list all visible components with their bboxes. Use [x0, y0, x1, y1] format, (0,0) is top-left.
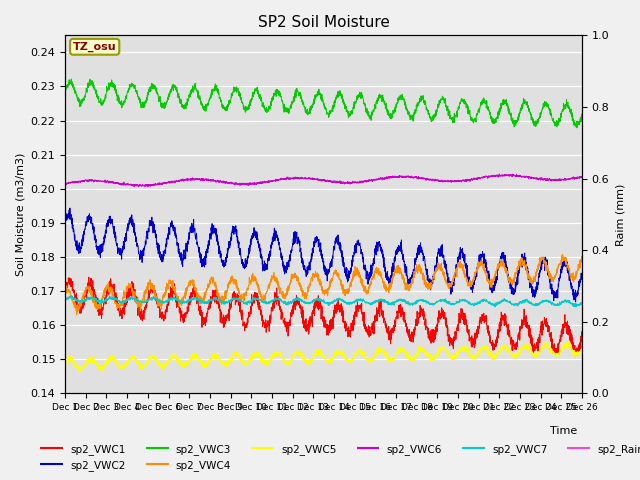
sp2_Rain [474, 391, 482, 396]
sp2_Rain [132, 391, 140, 396]
sp2_VWC6 [401, 174, 409, 180]
sp2_Rain [401, 391, 408, 396]
sp2_VWC7 [61, 297, 69, 302]
sp2_VWC6 [176, 179, 184, 184]
sp2_VWC2 [572, 299, 579, 305]
sp2_VWC4 [474, 266, 482, 272]
sp2_VWC7 [401, 298, 409, 304]
sp2_VWC5 [474, 349, 482, 355]
sp2_VWC3 [578, 113, 586, 119]
sp2_VWC1 [90, 287, 98, 292]
sp2_VWC3 [463, 102, 471, 108]
sp2_VWC5 [565, 339, 573, 345]
sp2_VWC2 [578, 275, 586, 281]
sp2_VWC2 [132, 234, 140, 240]
sp2_VWC5 [132, 356, 140, 362]
sp2_VWC4 [132, 300, 140, 306]
sp2_VWC2 [463, 271, 471, 276]
sp2_Rain [175, 391, 183, 396]
sp2_VWC7 [176, 297, 184, 303]
sp2_VWC2 [90, 237, 98, 242]
sp2_VWC3 [67, 76, 75, 82]
sp2_Rain [90, 391, 98, 396]
sp2_VWC3 [132, 88, 140, 94]
sp2_VWC6 [90, 178, 98, 183]
sp2_VWC5 [401, 350, 409, 356]
sp2_VWC5 [76, 369, 83, 374]
sp2_VWC1 [578, 337, 586, 343]
Line: sp2_VWC7: sp2_VWC7 [65, 296, 582, 307]
sp2_VWC2 [66, 205, 74, 211]
sp2_VWC5 [463, 346, 471, 352]
sp2_VWC2 [401, 265, 409, 271]
sp2_VWC1 [571, 353, 579, 359]
sp2_VWC3 [573, 125, 580, 131]
sp2_VWC3 [176, 96, 184, 102]
sp2_VWC1 [85, 274, 93, 280]
sp2_VWC1 [474, 327, 482, 333]
sp2_VWC6 [131, 184, 138, 190]
Title: SP2 Soil Moisture: SP2 Soil Moisture [258, 15, 390, 30]
sp2_VWC7 [106, 293, 114, 299]
sp2_VWC7 [474, 299, 482, 305]
Legend: sp2_VWC1, sp2_VWC2, sp2_VWC3, sp2_VWC4, sp2_VWC5, sp2_VWC6, sp2_VWC7, sp2_Rain: sp2_VWC1, sp2_VWC2, sp2_VWC3, sp2_VWC4, … [37, 439, 640, 475]
Line: sp2_VWC1: sp2_VWC1 [65, 277, 582, 356]
sp2_VWC6 [578, 174, 586, 180]
Text: TZ_osu: TZ_osu [73, 42, 116, 52]
sp2_VWC3 [90, 87, 98, 93]
Line: sp2_VWC5: sp2_VWC5 [65, 342, 582, 372]
Line: sp2_VWC3: sp2_VWC3 [65, 79, 582, 128]
sp2_VWC6 [463, 178, 471, 183]
sp2_VWC4 [578, 260, 586, 265]
sp2_VWC1 [132, 295, 140, 301]
sp2_VWC6 [474, 175, 482, 180]
sp2_VWC3 [61, 88, 69, 94]
sp2_VWC2 [61, 221, 69, 227]
sp2_VWC2 [176, 250, 184, 256]
sp2_VWC7 [492, 304, 499, 310]
sp2_VWC4 [463, 280, 471, 286]
sp2_VWC1 [463, 329, 471, 335]
sp2_VWC1 [176, 305, 184, 311]
sp2_VWC7 [132, 297, 140, 303]
sp2_VWC3 [474, 107, 482, 113]
Y-axis label: Soil Moisture (m3/m3): Soil Moisture (m3/m3) [15, 153, 25, 276]
sp2_VWC4 [61, 290, 69, 296]
sp2_VWC4 [90, 298, 98, 304]
Y-axis label: Raim (mm): Raim (mm) [615, 183, 625, 246]
sp2_VWC3 [401, 102, 409, 108]
sp2_VWC5 [61, 361, 69, 367]
sp2_VWC5 [176, 361, 184, 367]
sp2_VWC4 [559, 252, 566, 257]
sp2_VWC4 [176, 302, 184, 308]
sp2_VWC7 [463, 298, 471, 304]
sp2_Rain [61, 391, 69, 396]
sp2_VWC6 [495, 171, 503, 177]
sp2_VWC4 [73, 312, 81, 318]
sp2_VWC6 [61, 182, 69, 188]
sp2_VWC1 [401, 320, 409, 325]
sp2_VWC1 [61, 289, 69, 295]
sp2_VWC5 [90, 357, 98, 362]
Text: Time: Time [550, 426, 577, 436]
sp2_VWC4 [401, 280, 409, 286]
sp2_Rain [578, 391, 586, 396]
sp2_VWC2 [474, 262, 482, 268]
Line: sp2_VWC4: sp2_VWC4 [65, 254, 582, 315]
sp2_VWC5 [578, 348, 586, 354]
Line: sp2_VWC2: sp2_VWC2 [65, 208, 582, 302]
Line: sp2_VWC6: sp2_VWC6 [65, 174, 582, 187]
sp2_VWC7 [90, 296, 98, 301]
sp2_Rain [463, 391, 471, 396]
sp2_VWC7 [578, 301, 586, 307]
sp2_VWC6 [132, 182, 140, 188]
